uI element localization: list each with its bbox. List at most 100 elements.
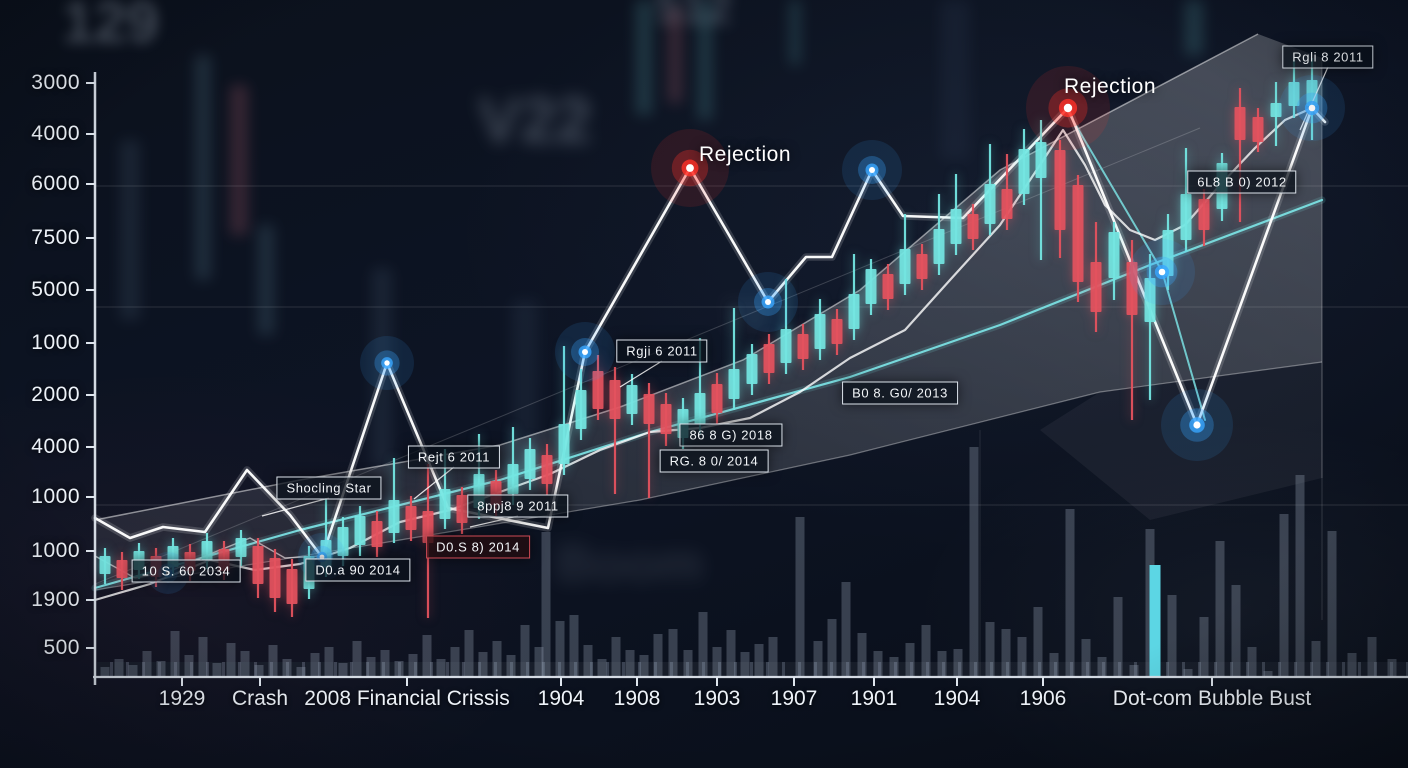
- volume-bar: [142, 651, 152, 677]
- annotation-date-box: B0 8. G0/ 2013: [842, 381, 958, 405]
- annotation-date-box: Rgji 6 2011: [616, 339, 708, 363]
- bearish-candle: [831, 319, 843, 344]
- bearish-candle: [286, 569, 298, 604]
- volume-bar: [310, 653, 320, 677]
- volume-bar: [1129, 665, 1139, 677]
- volume-bar: [740, 652, 750, 677]
- signal-dot: [384, 360, 390, 366]
- volume-bar: [436, 659, 446, 677]
- volume-bar: [212, 663, 222, 677]
- volume-bar: [569, 615, 579, 677]
- volume-bar: [478, 652, 488, 677]
- signal-dot: [1193, 421, 1201, 429]
- volume-bar: [857, 633, 867, 677]
- volume-bar: [841, 582, 851, 677]
- volume-bar: [726, 630, 736, 677]
- bearish-candle: [916, 254, 928, 279]
- volume-bar: [555, 621, 565, 677]
- volume-bar: [324, 647, 334, 677]
- bearish-candle: [371, 521, 383, 547]
- x-axis-label-1907: 1907: [770, 687, 818, 710]
- volume-bar: [1247, 647, 1257, 677]
- bullish-candle: [848, 294, 860, 329]
- volume-bar: [1367, 637, 1377, 677]
- bullish-candle: [933, 229, 945, 264]
- volume-bar: [625, 650, 635, 677]
- x-axis-label-crash: Crash: [231, 687, 289, 710]
- bearish-candle: [1072, 185, 1084, 282]
- annotation-date-box: 8ppj8 9 2011: [467, 494, 569, 518]
- x-axis-label-1901: 1901: [850, 687, 898, 710]
- volume-bar: [969, 447, 979, 677]
- volume-bar: [240, 651, 250, 677]
- bearish-candle: [1252, 117, 1264, 142]
- volume-bar: [768, 637, 778, 677]
- volume-bar: [754, 644, 764, 677]
- volume-bar: [114, 659, 124, 677]
- volume-bar: [653, 634, 663, 677]
- annotation-date-box: D0.a 90 2014: [305, 558, 411, 582]
- y-axis-label: 1000: [31, 485, 80, 508]
- volume-bar: [226, 643, 236, 677]
- volume-bar: [1049, 653, 1059, 677]
- bullish-candle: [235, 538, 247, 557]
- x-axis-label-1904: 1904: [537, 687, 585, 710]
- bullish-candle: [814, 314, 826, 349]
- volume-bar: [268, 645, 278, 677]
- bullish-candle: [524, 449, 536, 479]
- bearish-candle: [252, 546, 264, 584]
- volume-bar: [1033, 607, 1043, 677]
- bearish-candle: [405, 506, 417, 530]
- volume-bar: [1001, 629, 1011, 677]
- x-axis-label-1906: 1906: [1019, 687, 1067, 710]
- bullish-candle: [626, 385, 638, 414]
- volume-bar: [668, 629, 678, 677]
- bearish-candle: [1198, 199, 1210, 230]
- bullish-candle: [950, 209, 962, 244]
- volume-bar: [597, 659, 607, 677]
- rejection-signal-dot: [686, 164, 694, 172]
- volume-bar: [366, 657, 376, 677]
- x-axis-label-1929: 1929: [158, 687, 206, 710]
- y-axis-label: 6000: [31, 172, 80, 195]
- x-axis-label-2008-crisis: 2008 Financial Crissis: [304, 687, 510, 710]
- annotation-date-box: Rgli 8 2011: [1282, 45, 1374, 69]
- volume-bar: [1017, 637, 1027, 677]
- bearish-candle: [882, 274, 894, 299]
- volume-bar-highlight: [1149, 565, 1161, 677]
- volume-bar: [128, 665, 138, 677]
- volume-bar: [1387, 659, 1397, 677]
- bearish-candle: [967, 214, 979, 239]
- volume-bar: [873, 651, 883, 677]
- volume-bar: [380, 650, 390, 677]
- signal-dot: [582, 349, 588, 355]
- bearish-candle: [643, 394, 655, 424]
- volume-bar: [156, 661, 166, 677]
- annotation-date-box: RG. 8 0/ 2014: [659, 449, 769, 473]
- y-axis-label: 1000: [31, 331, 80, 354]
- bearish-candle: [797, 334, 809, 359]
- annotation-date-box-red: D0.S 8) 2014: [426, 535, 530, 559]
- volume-bar: [813, 641, 823, 677]
- volume-bar: [296, 667, 306, 677]
- volume-bar: [198, 637, 208, 677]
- bearish-candle: [1001, 189, 1013, 219]
- annotation-date-box: Rejt 6 2011: [407, 445, 501, 469]
- volume-bar: [541, 532, 551, 677]
- bullish-candle: [558, 424, 570, 464]
- volume-bar: [394, 661, 404, 677]
- x-axis-label-1904b: 1904: [933, 687, 981, 710]
- bullish-candle: [899, 249, 911, 284]
- volume-bar: [1183, 669, 1193, 677]
- volume-bar: [1231, 585, 1241, 677]
- volume-bar: [450, 647, 460, 677]
- bearish-candle: [541, 455, 553, 484]
- volume-bar: [921, 625, 931, 677]
- bullish-candle: [728, 369, 740, 399]
- volume-bar: [184, 655, 194, 677]
- bearish-candle: [1054, 150, 1066, 230]
- bullish-candle: [780, 329, 792, 363]
- volume-bar: [1295, 475, 1305, 677]
- bullish-candle: [1108, 232, 1120, 278]
- volume-bar: [698, 612, 708, 677]
